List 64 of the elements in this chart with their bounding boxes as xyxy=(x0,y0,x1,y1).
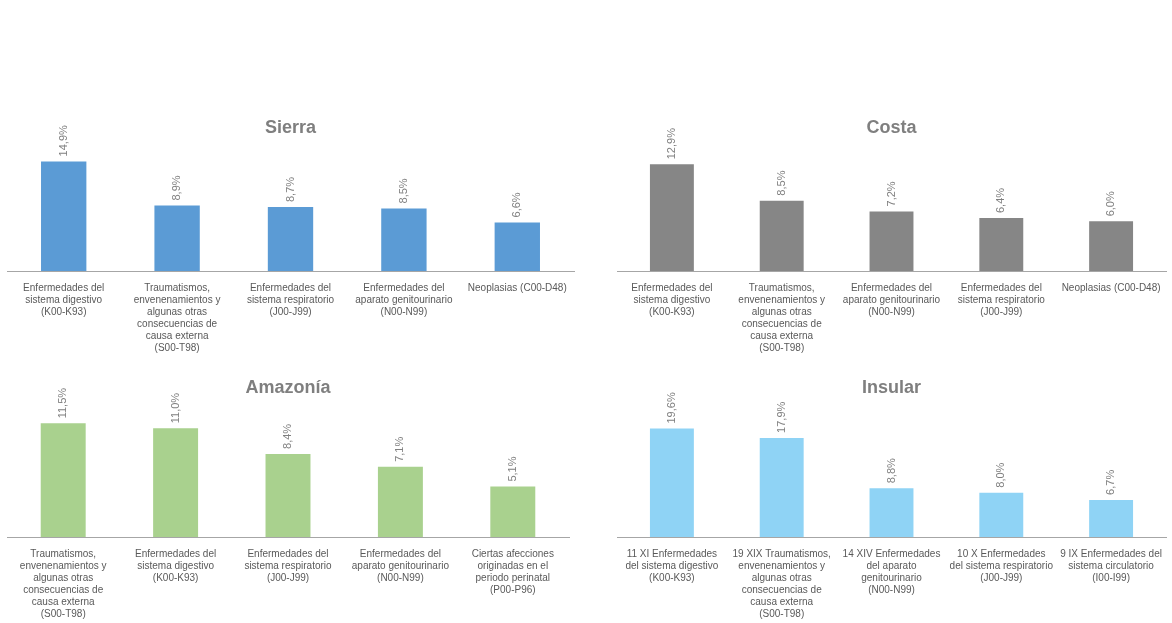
chart-title: Insular xyxy=(861,376,922,397)
data-label: 8,9% xyxy=(170,175,183,201)
data-label: 7,1% xyxy=(393,436,406,462)
x-tick-label: 19 XIX Traumatismos, envenenamientos y algunas otras consecuencias de causa externa (S00-T98) xyxy=(732,547,831,619)
data-label: 8,8% xyxy=(884,457,897,484)
x-tick-label: Enfermedades del aparato genitourinario (N00-N99) xyxy=(355,281,453,317)
x-tick-label: Enfermedades del sistema digestivo (K00-K93) xyxy=(23,281,105,317)
chart-title: Amazonía xyxy=(245,376,332,397)
bar xyxy=(267,207,314,271)
bar xyxy=(979,218,1024,271)
bar xyxy=(154,205,200,271)
data-label: 19,6% xyxy=(664,392,677,424)
bar xyxy=(494,222,540,271)
bar xyxy=(40,423,86,537)
bar xyxy=(41,161,87,271)
data-label: 17,9% xyxy=(774,401,787,433)
x-tick-label: Ciertas afecciones originadas en el periodo perinatal (P00-P96) xyxy=(471,547,554,595)
x-tick-label: Traumatismos, envenenamientos y algunas otras consecuencias de causa externa (S00-T98) xyxy=(738,281,826,353)
data-label: 14,9% xyxy=(56,124,69,157)
bar xyxy=(381,208,427,271)
data-label: 6,0% xyxy=(1104,191,1117,217)
data-label: 8,0% xyxy=(994,462,1007,488)
x-tick-label: 9 IX Enfermedades del sistema circulatorio (I00-I99) xyxy=(1060,547,1162,583)
chart-title: Sierra xyxy=(264,116,317,137)
x-tick-label: Traumatismos, envenenamientos y algunas otras consecuencias de causa externa (S00-T98) xyxy=(133,281,221,353)
bar xyxy=(979,492,1024,537)
data-label: 8,5% xyxy=(774,170,787,196)
bar xyxy=(759,437,804,537)
bar xyxy=(869,211,914,271)
data-label: 5,1% xyxy=(505,456,518,482)
x-tick-label: Enfermedades del sistema respiratorio (J00-J99) xyxy=(244,547,333,583)
x-tick-label: Enfermedades del sistema digestivo (K00-K93) xyxy=(631,281,713,317)
data-label: 8,4% xyxy=(281,423,294,449)
bar xyxy=(869,488,914,537)
x-tick-label: Enfermedades del aparato genitourinario (N00-N99) xyxy=(842,281,941,317)
data-label: 11,0% xyxy=(168,392,181,424)
data-label: 7,2% xyxy=(884,181,897,207)
data-label: 11,5% xyxy=(56,387,69,419)
x-tick-label: Enfermedades del sistema digestivo (K00-K93) xyxy=(135,547,217,583)
x-tick-label: Neoplasias (C00-D48) xyxy=(1061,281,1161,293)
x-tick-label: Enfermedades del sistema respiratorio (J00-J99) xyxy=(246,281,335,317)
bar xyxy=(1089,499,1134,537)
data-label: 8,7% xyxy=(283,176,296,203)
data-label: 6,6% xyxy=(510,192,523,218)
x-tick-label: Neoplasias (C00-D48) xyxy=(467,281,567,293)
bar xyxy=(490,486,536,537)
x-tick-label: Enfermedades del aparato genitourinario (N00-N99) xyxy=(351,547,450,583)
bar xyxy=(377,466,423,537)
data-label: 6,4% xyxy=(994,187,1007,214)
data-label: 12,9% xyxy=(664,127,677,160)
chart-title: Costa xyxy=(866,116,918,137)
x-tick-label: 11 XI Enfermedades del sistema digestivo (K00-K93) xyxy=(625,547,719,583)
data-label: 6,7% xyxy=(1104,469,1117,495)
bar xyxy=(153,428,199,537)
bar xyxy=(649,164,694,271)
bar xyxy=(1089,221,1134,271)
data-label: 8,5% xyxy=(396,178,409,204)
bar xyxy=(759,200,804,271)
bar xyxy=(649,428,694,537)
x-tick-label: 10 X Enfermedades del sistema respiratorio (J00-J99) xyxy=(949,547,1054,583)
bar xyxy=(265,453,311,537)
x-tick-label: Traumatismos, envenenamientos y algunas otras consecuencias de causa externa (S00-T98) xyxy=(19,547,107,619)
x-tick-label: Enfermedades del sistema respiratorio (J00-J99) xyxy=(957,281,1046,317)
x-tick-label: 14 XIV Enfermedades del aparato genitourinario (N00-N99) xyxy=(842,547,941,595)
